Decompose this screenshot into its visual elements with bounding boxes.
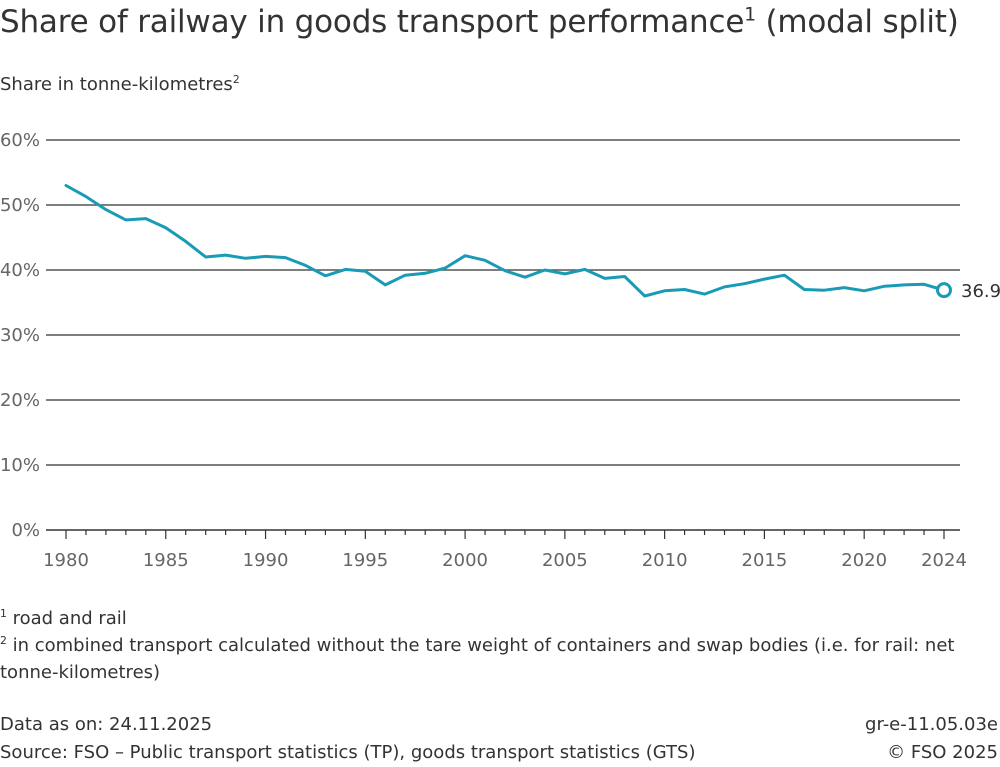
x-tick-label: 2024 [921,550,967,571]
last-value-label: 36.9 [961,281,1000,302]
x-axis [46,529,960,539]
x-tick-label: 2010 [642,550,688,571]
y-tick-label: 30% [0,325,40,346]
y-tick-label: 10% [0,455,40,476]
source-text: Source: FSO – Public transport statistic… [0,742,696,763]
data-date: Data as on: 24.11.2025 [0,714,213,735]
x-tick-label: 2015 [742,550,788,571]
x-tick-label: 1985 [143,550,189,571]
x-tick-label: 1980 [43,550,89,571]
y-tick-label: 20% [0,390,40,411]
y-tick-label: 40% [0,260,40,281]
footnote-1: 1 road and rail [0,607,127,629]
footer-right: gr-e-11.05.03e © FSO 2025 [865,711,998,767]
copyright-text: © FSO 2025 [887,742,998,763]
series-layer: 36.9 [64,184,1000,302]
x-tick-label: 2020 [841,550,887,571]
y-tick-label: 60% [0,130,40,151]
y-axis-tick-labels: 0% 10% 20% 30% 40% 50% 60% [0,130,40,541]
footnote-2-continued: tonne-kilometres) [0,662,161,683]
footer-left: Data as on: 24.11.2025 Source: FSO – Pub… [0,711,695,767]
y-tick-label: 50% [0,195,40,216]
y-tick-label: 0% [11,520,40,541]
footnotes: 1 road and rail 2 in combined transport … [0,605,1000,686]
title-footnote-marker: 1 [744,4,756,26]
x-tick-label: 2000 [442,550,488,571]
line-chart: 0% 10% 20% 30% 40% 50% 60% 1980 1985 1990 1995 200… [0,130,1000,571]
chart-title: Share of railway in goods transport perf… [0,4,959,40]
y-axis-unit-label: Share in tonne-kilometres2 [0,73,240,95]
x-tick-label: 1995 [342,550,388,571]
x-tick-label: 1990 [243,550,289,571]
x-axis-tick-labels: 1980 1985 1990 1995 2000 2005 2010 2015 2020 2024 [43,550,967,571]
grid-lines [46,139,960,466]
subtitle-footnote-marker: 2 [232,73,240,86]
graphic-code: gr-e-11.05.03e [865,714,998,735]
footnote-2: 2 in combined transport calculated witho… [0,634,955,656]
series-line [64,184,946,298]
last-point-marker [936,282,952,299]
x-tick-label: 2005 [542,550,588,571]
